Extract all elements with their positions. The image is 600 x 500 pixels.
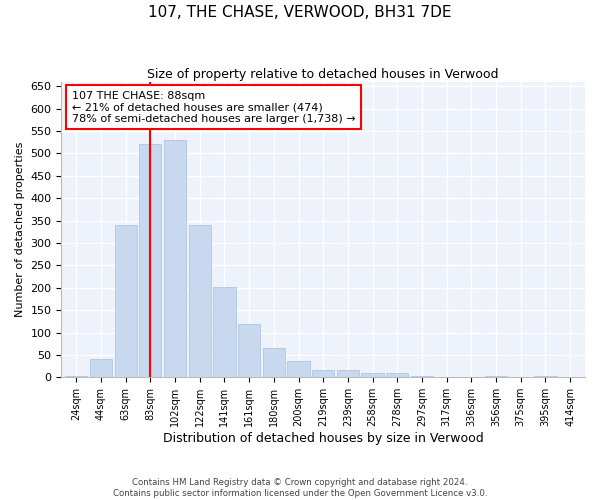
Bar — [411, 376, 433, 378]
Bar — [188, 225, 211, 378]
Bar — [164, 140, 186, 378]
Y-axis label: Number of detached properties: Number of detached properties — [15, 142, 25, 317]
X-axis label: Distribution of detached houses by size in Verwood: Distribution of detached houses by size … — [163, 432, 484, 445]
Bar — [139, 144, 161, 378]
Bar — [90, 358, 112, 378]
Bar — [115, 225, 137, 378]
Bar — [535, 376, 557, 378]
Bar — [361, 373, 384, 378]
Text: Contains HM Land Registry data © Crown copyright and database right 2024.
Contai: Contains HM Land Registry data © Crown c… — [113, 478, 487, 498]
Bar — [337, 370, 359, 378]
Bar — [386, 373, 409, 378]
Bar — [485, 376, 507, 378]
Text: 107 THE CHASE: 88sqm
← 21% of detached houses are smaller (474)
78% of semi-deta: 107 THE CHASE: 88sqm ← 21% of detached h… — [72, 90, 355, 124]
Bar — [65, 376, 88, 378]
Text: 107, THE CHASE, VERWOOD, BH31 7DE: 107, THE CHASE, VERWOOD, BH31 7DE — [148, 5, 452, 20]
Bar — [213, 287, 236, 378]
Title: Size of property relative to detached houses in Verwood: Size of property relative to detached ho… — [148, 68, 499, 80]
Bar — [238, 324, 260, 378]
Bar — [263, 348, 285, 378]
Bar — [287, 361, 310, 378]
Bar — [312, 370, 334, 378]
